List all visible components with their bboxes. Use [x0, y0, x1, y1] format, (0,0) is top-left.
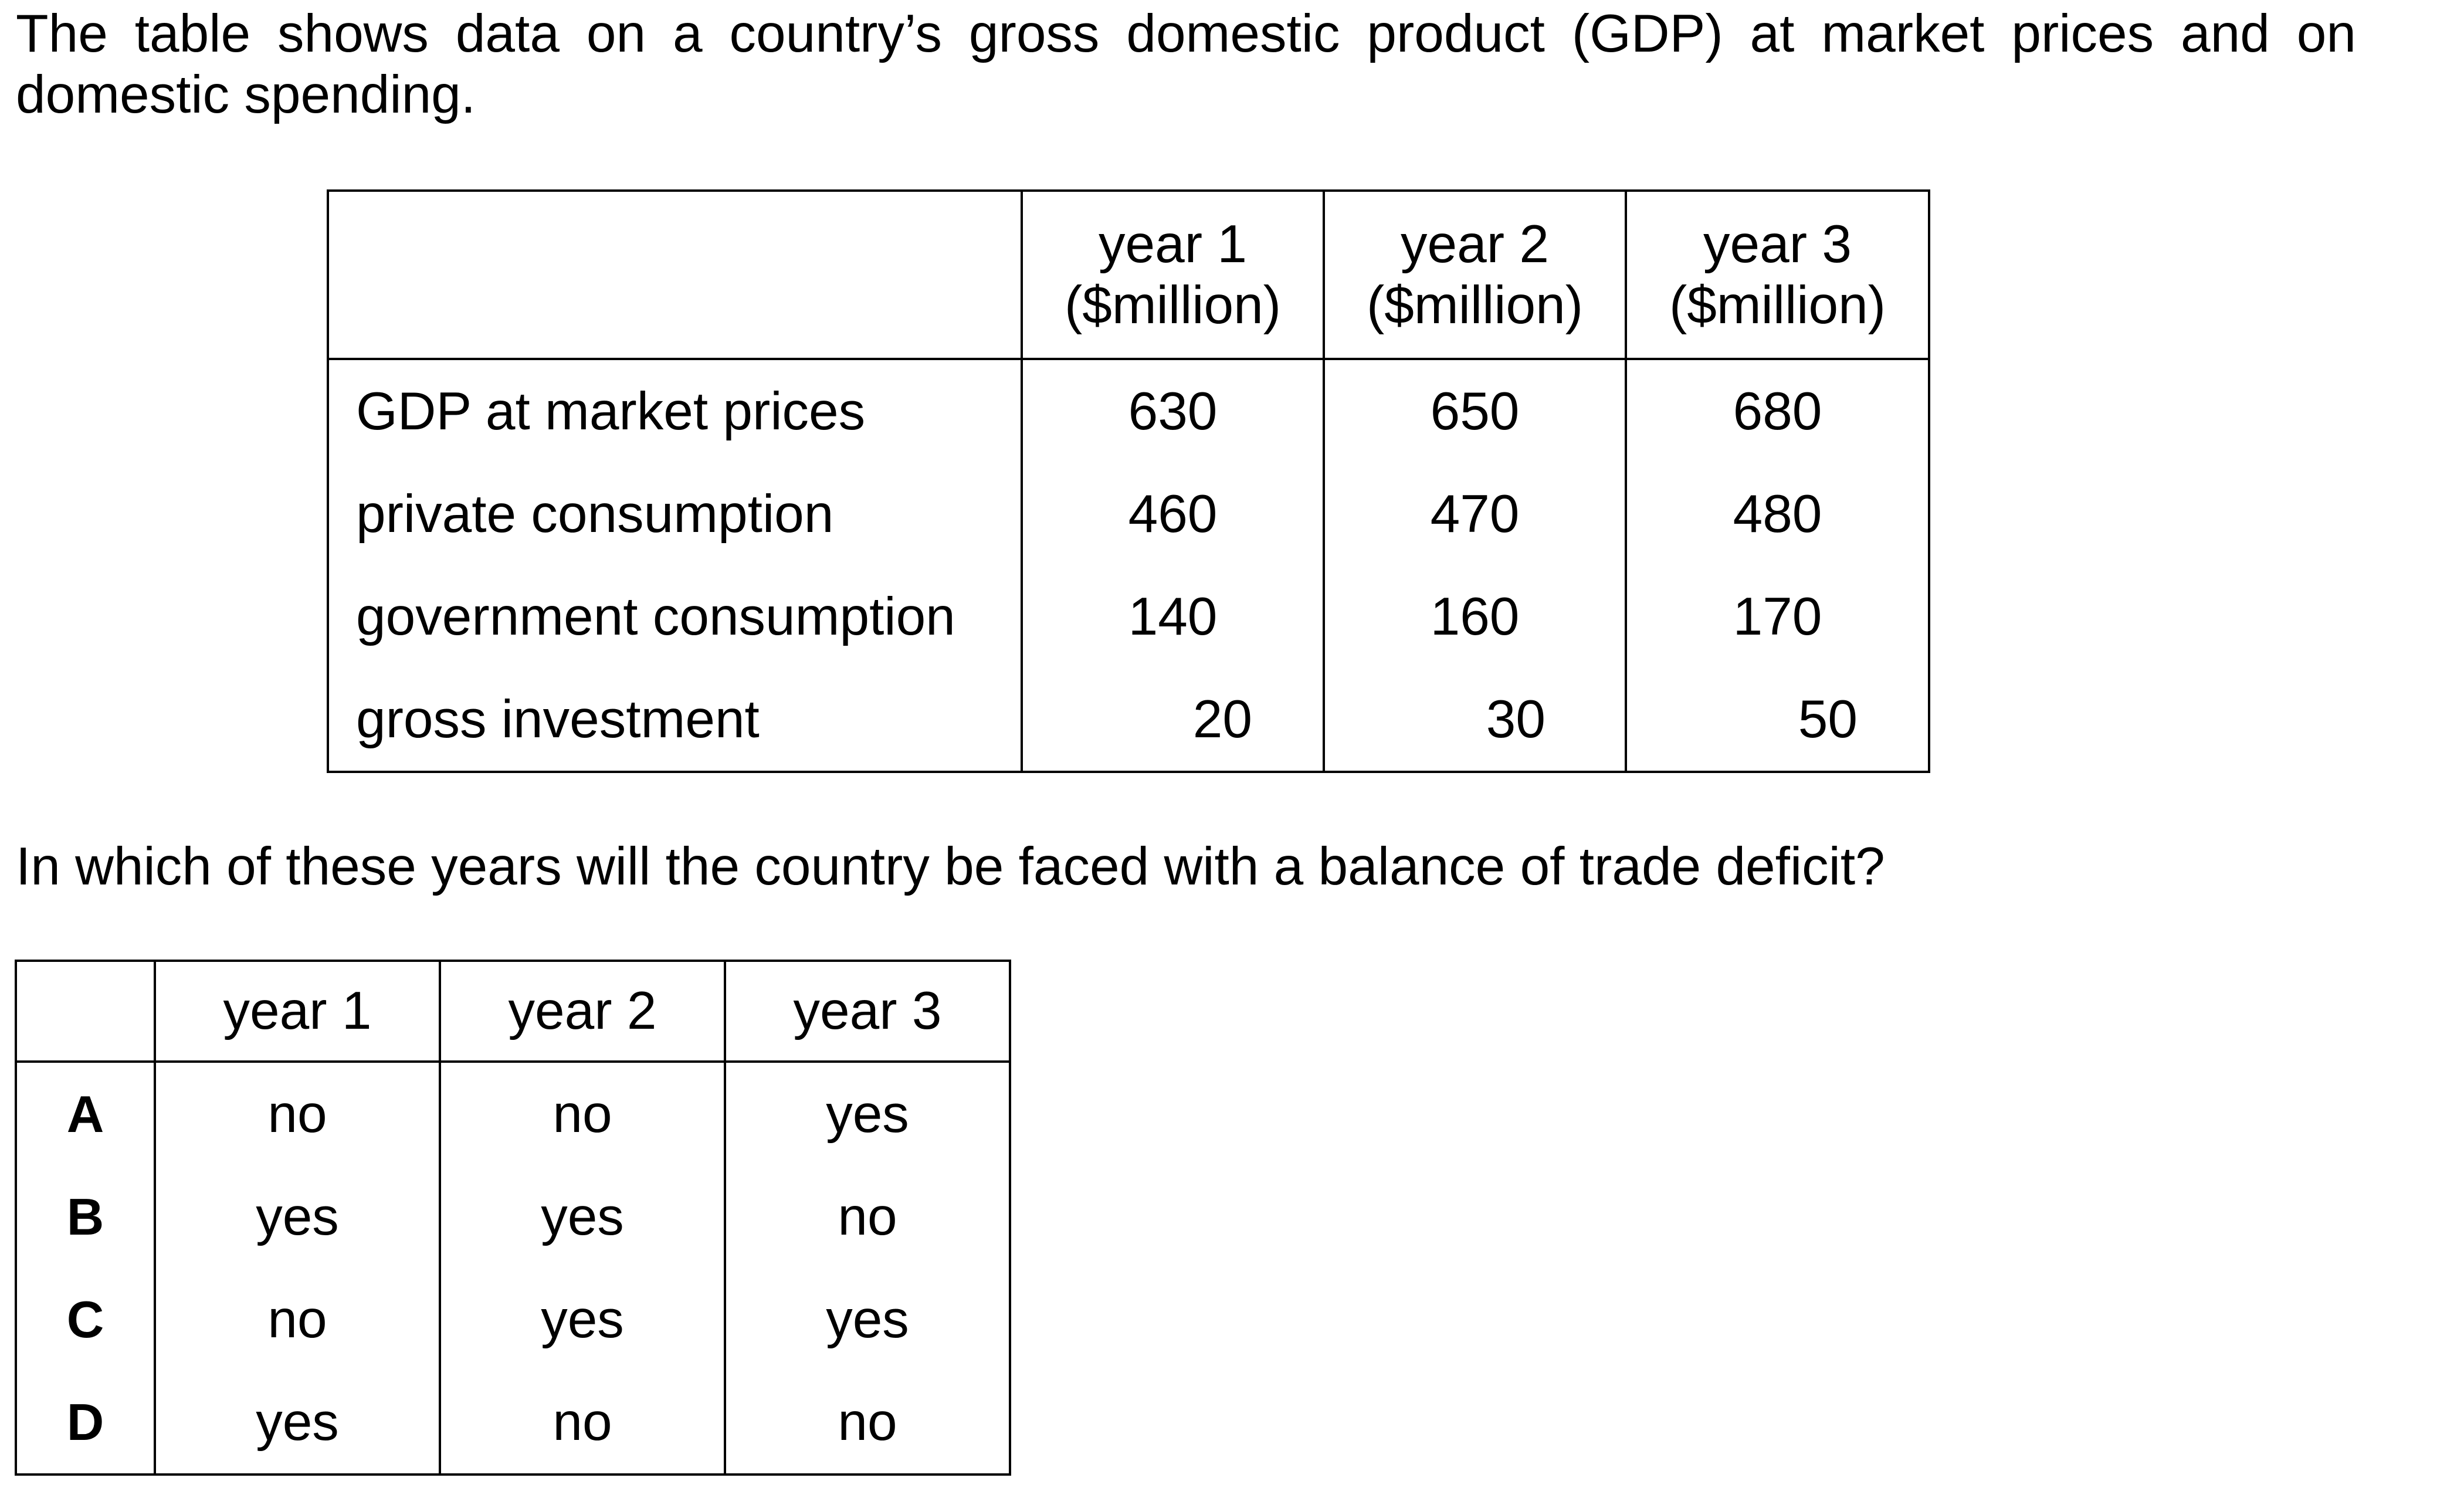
- data-table-header-row: year 1 ($million) year 2 ($million) year 3…: [327, 189, 1930, 360]
- table-cell: no: [439, 1371, 726, 1476]
- header-year-2: year 2 ($million): [1323, 189, 1627, 360]
- table-cell: 30: [1323, 668, 1627, 773]
- table-row: private consumption 460 470 480: [327, 463, 1930, 565]
- table-cell: yes: [154, 1165, 441, 1268]
- table-row: GDP at market prices 630 650 680: [327, 359, 1930, 463]
- row-label-private-consumption: private consumption: [327, 463, 1023, 565]
- option-row-b[interactable]: B yes yes no: [15, 1165, 1011, 1268]
- table-cell: no: [154, 1062, 441, 1165]
- table-row: gross investment 20 30 50: [327, 668, 1930, 773]
- table-cell: 680: [1625, 359, 1930, 463]
- table-cell: 50: [1625, 668, 1930, 773]
- intro-text: The table shows data on a country’s gros…: [16, 4, 2356, 124]
- options-corner-cell: [15, 960, 156, 1063]
- table-cell: 460: [1021, 463, 1325, 565]
- option-row-c[interactable]: C no yes yes: [15, 1268, 1011, 1371]
- table-cell: yes: [439, 1268, 726, 1371]
- table-row: government consumption 140 160 170: [327, 565, 1930, 668]
- table-cell: 140: [1021, 565, 1325, 668]
- options-header-year-3: year 3: [724, 960, 1011, 1063]
- table-cell: 650: [1323, 359, 1627, 463]
- table-cell: no: [724, 1165, 1011, 1268]
- answer-options-table: year 1 year 2 year 3 A no no yes B yes y…: [15, 960, 1011, 1476]
- table-cell: 470: [1323, 463, 1627, 565]
- table-cell: 20: [1021, 668, 1325, 773]
- table-cell: 170: [1625, 565, 1930, 668]
- row-label-government-consumption: government consumption: [327, 565, 1023, 668]
- table-cell: yes: [724, 1268, 1011, 1371]
- table-cell: 160: [1323, 565, 1627, 668]
- options-header-year-2: year 2: [439, 960, 726, 1063]
- table-cell: yes: [724, 1062, 1011, 1165]
- table-cell: yes: [154, 1371, 441, 1476]
- gdp-data-table: year 1 ($million) year 2 ($million) year 3…: [327, 189, 1930, 773]
- row-label-gross-investment: gross investment: [327, 668, 1023, 773]
- option-letter: D: [15, 1371, 156, 1476]
- option-letter: B: [15, 1165, 156, 1268]
- table-cell: 630: [1021, 359, 1325, 463]
- header-year-3: year 3 ($million): [1625, 189, 1930, 360]
- header-year-1: year 1 ($million): [1021, 189, 1325, 360]
- options-header-year-1: year 1: [154, 960, 441, 1063]
- option-row-a[interactable]: A no no yes: [15, 1062, 1011, 1165]
- table-cell: no: [724, 1371, 1011, 1476]
- table-cell: no: [439, 1062, 726, 1165]
- question-text: In which of these years will the country…: [16, 837, 1885, 896]
- options-header-row: year 1 year 2 year 3: [15, 960, 1011, 1063]
- table-cell: no: [154, 1268, 441, 1371]
- option-letter: C: [15, 1268, 156, 1371]
- option-row-d[interactable]: D yes no no: [15, 1371, 1011, 1476]
- table-cell: yes: [439, 1165, 726, 1268]
- option-letter: A: [15, 1062, 156, 1165]
- data-table-corner-cell: [327, 189, 1023, 360]
- row-label-gdp: GDP at market prices: [327, 359, 1023, 463]
- table-cell: 480: [1625, 463, 1930, 565]
